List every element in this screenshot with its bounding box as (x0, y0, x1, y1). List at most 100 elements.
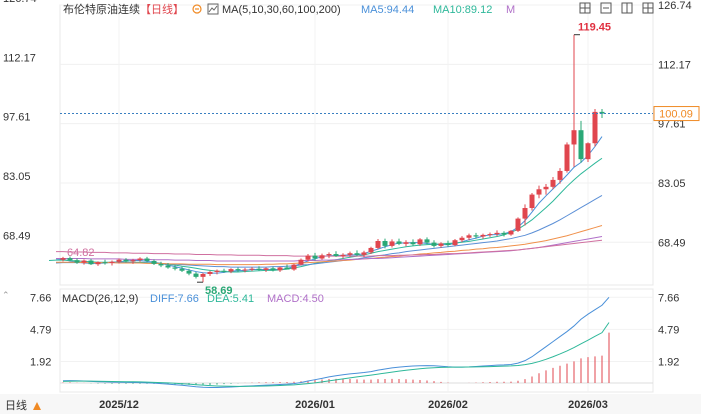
candle (438, 242, 444, 248)
candle-body (81, 260, 87, 263)
candle-body (284, 267, 290, 270)
candle-body (382, 241, 388, 246)
candle (333, 251, 339, 257)
candle (368, 246, 374, 255)
candle (207, 270, 213, 277)
candle (277, 266, 283, 272)
candle (291, 263, 297, 271)
candle (109, 260, 115, 266)
candle (382, 238, 388, 249)
candle (256, 266, 262, 271)
candle-body (354, 253, 360, 255)
candle-body (74, 260, 80, 263)
candle-body (88, 260, 94, 265)
candle-body (242, 269, 248, 271)
candle (249, 267, 255, 272)
moving-average-lines (48, 136, 603, 274)
grid-layout-icon[interactable] (642, 2, 654, 14)
axis-ticks: 126.74 126.74 112.17 112.17 97.61 97.61 83.05 8… (3, 0, 692, 411)
candle-body (529, 194, 535, 209)
candle-body (347, 253, 353, 255)
candle-body (368, 247, 374, 253)
candle-body (585, 143, 591, 160)
price-markers: 100.09 119.45 58.69 64.82 (60, 22, 700, 297)
time-axis-bar (0, 394, 701, 414)
window-icon[interactable] (621, 2, 633, 14)
candle-body (557, 170, 563, 180)
start-price-label: 64.82 (67, 247, 95, 259)
candle (235, 267, 241, 272)
ma-parameters[interactable]: MA(5,10,30,60,100,200) (222, 4, 341, 16)
instrument-title: 布伦特原油连续 (63, 2, 140, 16)
candle (144, 256, 150, 263)
max-price-label: 119.45 (578, 22, 611, 34)
candle (585, 142, 591, 162)
grid-lines (60, 4, 653, 392)
candle-body (592, 111, 598, 144)
candle (158, 261, 164, 268)
expand-up-icon[interactable] (33, 402, 41, 410)
candle (487, 232, 493, 237)
candle-body (207, 271, 213, 275)
candle-body (466, 235, 472, 238)
candle-body (361, 252, 367, 255)
candle (494, 230, 500, 237)
footer-period-label[interactable]: 日线 (5, 398, 27, 412)
candle-body (165, 265, 171, 268)
ma-settings-icon[interactable] (207, 3, 219, 15)
candle (501, 231, 507, 237)
candle (88, 258, 94, 266)
candle (459, 236, 465, 243)
candle (326, 252, 332, 259)
minus-zoom-icon[interactable] (600, 2, 612, 14)
candle (102, 259, 108, 265)
candle-body (599, 111, 605, 114)
current-price-box (653, 106, 700, 122)
candle (319, 253, 325, 260)
min-price-label: 58.69 (205, 285, 233, 297)
macd-diff-value: DIFF:7.66 (150, 293, 199, 305)
candle-body (410, 242, 416, 245)
candle (431, 240, 437, 248)
candle-body (256, 268, 262, 270)
macd-hist-value: MACD:4.50 (267, 293, 324, 305)
candle (340, 253, 346, 259)
candle-body (158, 263, 164, 266)
candle-body (536, 189, 542, 195)
candle (522, 204, 528, 226)
candle (536, 185, 542, 199)
candle-body (480, 234, 486, 237)
current-price-label: 100.09 (659, 109, 693, 121)
candle (312, 252, 318, 261)
price-tick-right: 97.61 (658, 119, 686, 131)
candle-body (333, 254, 339, 257)
candle-body (550, 179, 556, 187)
candle-body (403, 242, 409, 244)
price-tick-left: 83.05 (3, 171, 31, 183)
candle (193, 271, 199, 279)
candle-body (431, 242, 437, 246)
candle (228, 268, 234, 274)
candle (424, 237, 430, 245)
ma10-value: MA10:89.12 (433, 4, 492, 16)
price-tick-right: 112.17 (658, 59, 691, 71)
panel-toggle-icon[interactable]: ⌃ (2, 290, 10, 300)
ma-line-ma10 (48, 157, 603, 273)
price-tick-right: 83.05 (658, 178, 686, 190)
price-tick-right: 126.74 (658, 0, 692, 12)
candle-body (263, 268, 269, 270)
candle (123, 258, 129, 263)
macd-tick-right: 1.92 (658, 357, 679, 369)
zoom-icon[interactable] (192, 4, 202, 14)
macd-parameters[interactable]: MACD(26,12,9) (62, 293, 138, 305)
period-selector[interactable]: 【日线】 (140, 2, 184, 16)
macd-diff-line (62, 296, 610, 389)
crosshair-icon[interactable] (579, 2, 591, 14)
candle-body (200, 274, 206, 277)
macd-tick-left: 1.92 (30, 357, 51, 369)
candle (242, 267, 248, 273)
candle-body (417, 239, 423, 245)
candle-body (151, 260, 157, 264)
candle-body (501, 232, 507, 235)
